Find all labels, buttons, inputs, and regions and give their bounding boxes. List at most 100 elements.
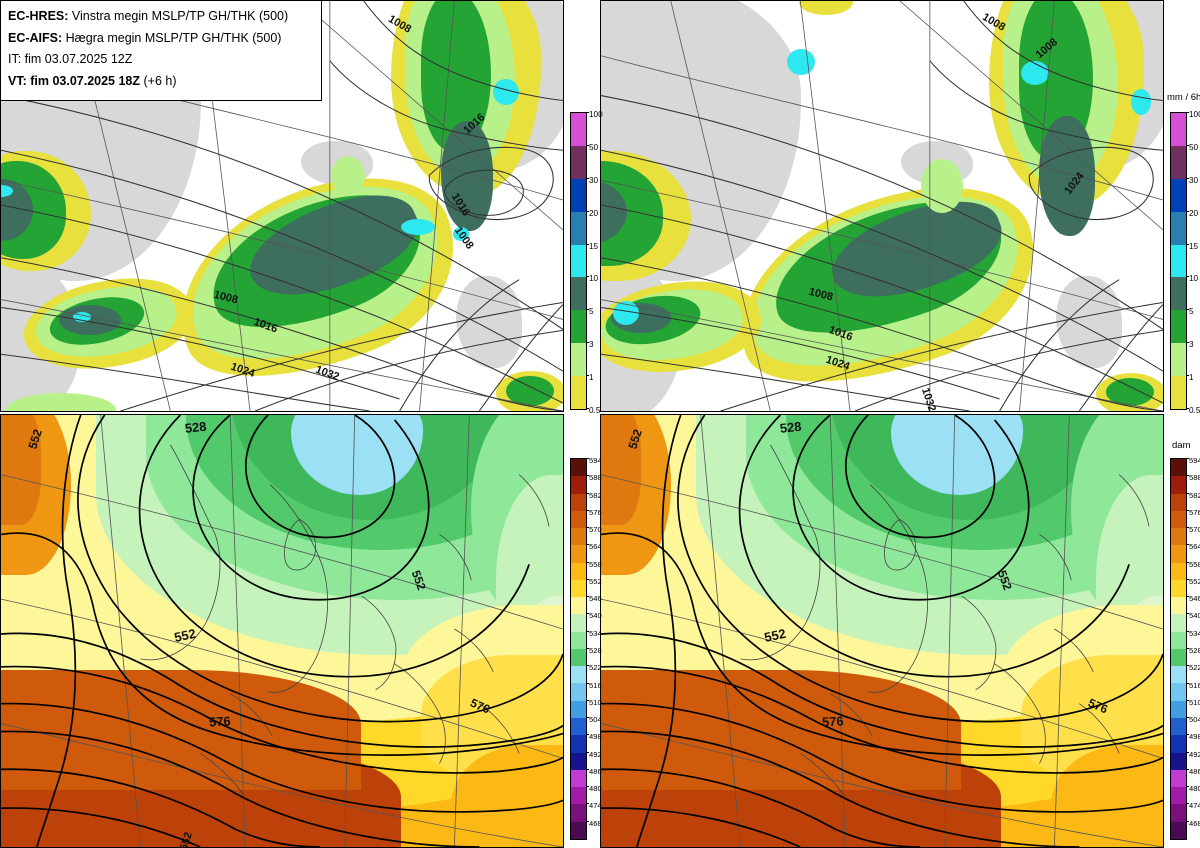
colorbar-tick-mark [1186,408,1189,409]
colorbar-tick-label: 570 [1189,525,1200,535]
colorbar-precip-right: mm / 6h 100 50 30 20 15 10 5 3 1 0.5 [1166,92,1200,415]
colorbar-tick-mark [1186,527,1189,529]
precip-blob-baltic-cyan-2 [453,227,469,241]
colorbar-tick-mark [1186,717,1189,719]
info-hres-text: Vinstra megin MSLP/TP GH/THK (500) [68,9,289,23]
colorbar-tick-mark [586,144,589,146]
colorbar-tick-label: 516 [1189,680,1200,690]
colorbar-tick-mark [586,786,589,788]
colorbar-tick-mark [1186,342,1189,344]
colorbar-tick-mark [586,177,589,179]
colorbar-tick-label: 552 [589,576,602,586]
colorbar-tick-label: 10 [589,274,599,284]
colorbar-precip-left: 100 50 30 20 15 10 5 3 1 0.5 [566,104,603,415]
colorbar-precip-left-bar [570,112,587,410]
colorbar-segment [571,459,586,477]
colorbar-tick-label: 5 [589,307,594,317]
colorbar-tick-mark [1186,544,1189,546]
precip-blob-baltic-cyan [493,79,519,105]
colorbar-segment [1171,804,1186,822]
colorbar-tick-mark [586,475,589,477]
precip-blob-sw-dark [59,305,121,335]
colorbar-tick-mark [586,210,589,212]
colorbar-tick-mark [586,408,589,409]
colorbar-segment [571,648,586,667]
colorbar-tick-label: 474 [1189,801,1200,811]
colorbar-segment [571,244,586,278]
map-canvas-aifs-precip: 1008 1016 1024 1032 1008 1008 1024 [601,1,1163,411]
colorbar-tick-label: 3 [1189,340,1194,350]
colorbar-segment [1171,476,1186,494]
colorbar-tick-label: 100 [1189,110,1200,119]
colorbar-tick-label: 510 [589,697,602,707]
colorbar-tick-mark [586,309,589,311]
colorbar-tick-label: 558 [589,559,602,569]
precip-blob-sw-cyan [73,312,91,322]
colorbar-tick-mark [1186,458,1189,459]
colorbar-segment [571,717,586,736]
map-canvas-hres-thickness: 552 552 528 552 552 576 576 [1,415,563,847]
colorbar-segment [1171,178,1186,212]
colorbar-segment [571,631,586,649]
colorbar-tick-label: 468 [589,818,602,828]
colorbar-thickness-left-bar [570,458,587,840]
colorbar-tick-mark [1186,648,1189,649]
precip-blob-iceland-se [921,159,963,213]
colorbar-tick-mark [586,613,589,615]
colorbar-segment [571,493,586,511]
colorbar-thickness-right-bar [1170,458,1187,840]
colorbar-tick-label: 564 [1189,542,1200,552]
precip-blob-sw-cyan [613,301,639,325]
colorbar-segment [1171,666,1186,684]
colorbar-segment [571,735,586,753]
colorbar-tick-label: 486 [1189,766,1200,776]
colorbar-segment [1171,614,1186,632]
colorbar-tick-mark [586,820,589,822]
colorbar-tick-label: 528 [1189,646,1200,655]
colorbar-tick-mark [1186,699,1189,701]
colorbar-segment [1171,700,1186,718]
map-canvas-aifs-thickness: 552 528 552 552 576 576 [601,415,1163,847]
colorbar-thickness-right: dam 594 588 582 576 570 564 558 552 546 540 534 528… [1166,440,1200,848]
colorbar-tick-mark [586,630,589,632]
colorbar-tick-mark [1186,475,1189,477]
colorbar-tick-mark [586,509,589,511]
colorbar-tick-mark [1186,630,1189,632]
colorbar-tick-mark [586,682,589,684]
colorbar-segment [571,787,586,805]
colorbar-segment [1171,769,1186,788]
colorbar-segment [1171,579,1186,598]
colorbar-tick-label: 468 [1189,818,1200,828]
colorbar-segment [1171,821,1186,839]
info-vt-text: (+6 h) [140,73,177,88]
colorbar-segment [1171,648,1186,667]
colorbar-tick-label: 474 [589,801,602,811]
colorbar-tick-mark [586,751,589,753]
colorbar-precip-right-bar [1170,112,1187,410]
colorbar-segment [1171,145,1186,179]
colorbar-tick-label: 480 [1189,784,1200,794]
colorbar-tick-mark [1186,177,1189,179]
colorbar-segment [1171,752,1186,770]
colorbar-segment [1171,631,1186,649]
colorbar-segment [571,666,586,684]
colorbar-tick-label: 510 [1189,697,1200,707]
colorbar-segment [1171,545,1186,563]
colorbar-tick-mark [1186,243,1189,245]
colorbar-segment [571,821,586,839]
colorbar-tick-label: 594 [1189,456,1200,465]
colorbar-segment [571,113,586,146]
colorbar-tick-mark [586,578,589,580]
colorbar-segment [1171,459,1186,477]
colorbar-tick-mark [586,112,589,113]
colorbar-tick-mark [586,561,589,563]
colorbar-segment [1171,735,1186,753]
colorbar-tick-label: 492 [589,749,602,759]
colorbar-segment [571,752,586,770]
colorbar-tick-label: 0.5 [1189,406,1200,415]
colorbar-tick-label: 10 [1189,274,1199,284]
colorbar-tick-mark [1186,276,1189,278]
colorbar-tick-label: 546 [589,594,602,604]
info-aifs-label: EC-AIFS: [8,30,63,45]
colorbar-tick-label: 50 [589,142,599,152]
